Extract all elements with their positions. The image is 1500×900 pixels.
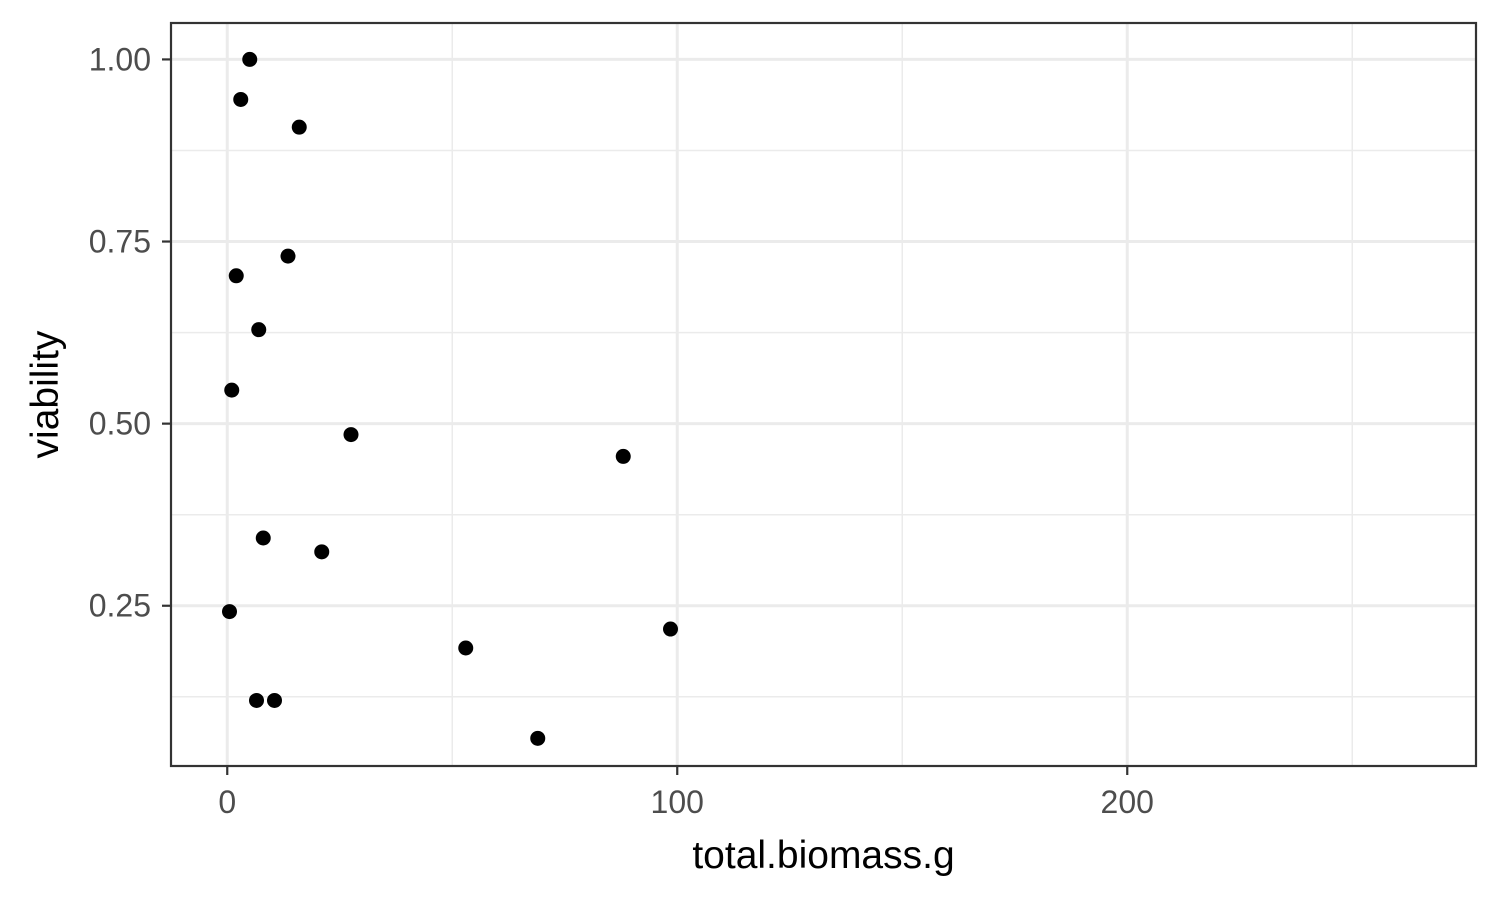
data-point: [242, 51, 258, 67]
data-point: [615, 448, 631, 464]
data-point: [228, 268, 244, 284]
data-point: [458, 640, 474, 656]
data-point: [233, 91, 249, 107]
x-axis: 0 100 200: [218, 766, 1154, 820]
x-tick-label: 0: [218, 784, 236, 820]
data-point: [267, 692, 282, 708]
data-point: [291, 119, 307, 135]
plot-panel-border: [169, 21, 1478, 768]
x-tick-label: 200: [1101, 784, 1154, 820]
data-points: [222, 51, 678, 746]
data-point: [255, 530, 271, 546]
data-point: [314, 544, 330, 560]
grid-lines: [171, 23, 1476, 766]
data-point: [663, 621, 678, 637]
y-tick-label: 0.75: [89, 224, 151, 260]
data-point: [249, 692, 264, 708]
y-tick-label: 0.25: [89, 588, 151, 624]
y-axis: 0.25 0.50 0.75 1.00: [89, 41, 171, 624]
data-point: [251, 322, 267, 338]
x-tick-label: 100: [651, 784, 704, 820]
y-tick-label: 0.50: [89, 406, 151, 442]
data-point: [530, 730, 546, 746]
y-tick-label: 1.00: [89, 41, 151, 77]
data-point: [224, 382, 240, 398]
x-axis-title: total.biomass.g: [692, 834, 954, 877]
data-point: [222, 604, 237, 620]
data-point: [280, 248, 296, 264]
data-point: [343, 427, 359, 443]
y-axis-title: viability: [24, 330, 67, 458]
